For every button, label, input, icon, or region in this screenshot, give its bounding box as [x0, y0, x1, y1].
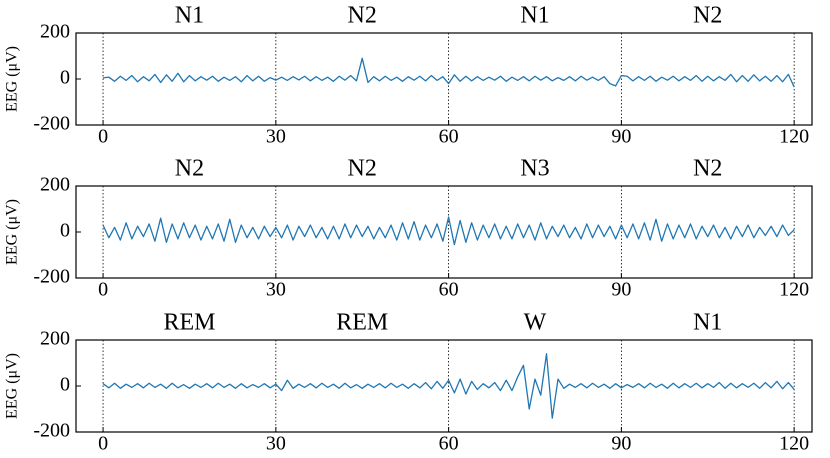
- y-tick-label: 0: [60, 374, 70, 396]
- y-tick-label: -200: [33, 266, 70, 288]
- x-tick-label: 0: [98, 433, 108, 455]
- x-tick-label: 120: [779, 126, 809, 148]
- stage-label: N2: [693, 3, 722, 29]
- stage-label: N1: [175, 3, 204, 29]
- x-tick-label: 60: [439, 126, 459, 148]
- y-axis-label: EEG (μV): [4, 199, 21, 265]
- x-tick-label: 120: [779, 433, 809, 455]
- plot-frame: [75, 185, 813, 279]
- eeg-trace: [102, 57, 795, 88]
- x-tick-label: 30: [266, 279, 286, 301]
- y-tick-label: 200: [40, 21, 70, 43]
- x-tick-label: 0: [98, 126, 108, 148]
- stage-label: N2: [693, 156, 722, 182]
- y-tick-label: -200: [33, 113, 70, 135]
- stage-label: N2: [348, 3, 377, 29]
- stage-label: N2: [348, 156, 377, 182]
- y-tick-label: 200: [40, 174, 70, 196]
- x-tick-label: 30: [266, 126, 286, 148]
- stage-label: N3: [520, 156, 549, 182]
- eeg-trace: [102, 353, 795, 419]
- y-tick-label: 200: [40, 328, 70, 350]
- y-tick-label: -200: [33, 420, 70, 442]
- x-tick-label: 90: [611, 126, 631, 148]
- x-tick-label: 60: [439, 279, 459, 301]
- x-tick-label: 0: [98, 279, 108, 301]
- y-tick-label: 0: [60, 67, 70, 89]
- x-tick-label: 60: [439, 433, 459, 455]
- x-tick-label: 90: [611, 279, 631, 301]
- stage-label: N1: [693, 310, 722, 336]
- x-tick-label: 30: [266, 433, 286, 455]
- stage-label: REM: [163, 310, 215, 336]
- x-tick-label: 120: [779, 279, 809, 301]
- y-axis-label: EEG (μV): [4, 353, 21, 419]
- stage-label: N2: [175, 156, 204, 182]
- x-tick-label: 90: [611, 433, 631, 455]
- y-axis-label: EEG (μV): [4, 46, 21, 112]
- stage-label: REM: [336, 310, 388, 336]
- stage-label: N1: [520, 3, 549, 29]
- eeg-trace: [102, 216, 795, 246]
- stage-label: W: [524, 310, 547, 336]
- y-tick-label: 0: [60, 220, 70, 242]
